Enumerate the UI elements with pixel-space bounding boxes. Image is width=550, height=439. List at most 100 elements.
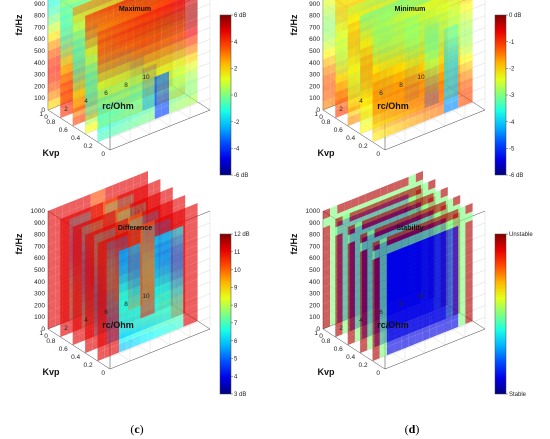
slice-cell: [85, 30, 93, 42]
slice-cell: [394, 315, 402, 328]
slice-cell: [60, 0, 68, 9]
slice-cell: [126, 102, 134, 114]
slice-cell: [161, 248, 170, 260]
slice-cell: [356, 207, 364, 219]
slice-cell: [140, 54, 148, 66]
slice-cell: [386, 82, 395, 95]
z-tick-label: 100: [309, 314, 320, 321]
slice-cell: [436, 248, 445, 260]
slice-cell: [154, 251, 162, 263]
slice-cell: [394, 105, 402, 117]
slice-cell: [415, 105, 423, 117]
slice-cell: [383, 0, 389, 3]
slice-cell: [394, 46, 402, 58]
slice-cell: [335, 56, 343, 68]
slice-cell: [176, 90, 184, 103]
slice-cell: [154, 217, 162, 229]
slice-cell: [360, 46, 368, 59]
slice-cell: [451, 276, 459, 288]
slice-cell: [176, 57, 184, 69]
slice-cell: [105, 185, 113, 197]
slice-cell: [458, 37, 466, 49]
slice-cell: [111, 242, 120, 255]
slice-cell: [367, 10, 375, 22]
slice-cell: [401, 9, 409, 21]
slice-cell: [444, 211, 452, 223]
slice-cell: [379, 68, 387, 81]
slice-cell: [85, 97, 93, 109]
slice-cell: [48, 317, 56, 329]
slice-cell: [85, 232, 93, 244]
slice-cell: [176, 82, 184, 94]
slice-cell: [394, 12, 402, 24]
slice-cell: [362, 0, 370, 11]
x-tick-label: 4: [84, 98, 88, 105]
slice-cell: [104, 262, 112, 274]
slice-cell: [379, 102, 387, 114]
slice-cell: [111, 74, 120, 86]
slice-cell: [386, 23, 395, 36]
slice-cell: [140, 324, 148, 336]
slice-cell: [135, 212, 143, 224]
slice-cell: [385, 196, 393, 208]
x-tick-label: 8: [399, 301, 403, 308]
slice-cell: [133, 65, 141, 78]
slice-cell: [408, 276, 416, 288]
slice-cell: [436, 88, 445, 100]
slice-cell: [444, 76, 452, 89]
slice-cell: [140, 248, 148, 260]
slice-cell: [97, 21, 105, 33]
slice-cell: [104, 346, 112, 359]
slice-cell: [85, 333, 93, 345]
slice-cell: [379, 346, 387, 359]
slice-cell: [394, 265, 402, 277]
slice-cell: [451, 57, 459, 69]
slice-cell: [360, 282, 368, 294]
slice-cell: [360, 316, 368, 328]
slice-cell: [388, 1, 396, 13]
slice-cell: [48, 22, 56, 35]
slice-cell: [429, 293, 437, 305]
chart-title: Minimum: [395, 6, 426, 13]
slice-cell: [401, 313, 409, 325]
slice-cell: [97, 240, 105, 252]
slice-cell: [335, 308, 343, 321]
slice-cell: [169, 236, 177, 249]
slice-cell: [62, 202, 70, 214]
y-tick-label: 0: [376, 151, 380, 158]
slice-cell: [124, 190, 132, 202]
slice-cell: [347, 13, 355, 25]
axis-edge: [384, 328, 486, 370]
colorbar-tick-label: -2: [234, 120, 240, 126]
slice-cell: [360, 257, 368, 269]
x-tick-label: 0: [319, 114, 323, 121]
colorbar-tick-label: 5: [234, 357, 238, 363]
slice-cell: [415, 239, 423, 252]
slice-cell: [183, 273, 191, 285]
slice-cell: [408, 318, 416, 330]
slice-cell: [458, 62, 466, 74]
slice-cell: [119, 315, 127, 328]
slice-cell: [360, 30, 368, 42]
slice-cell: [119, 105, 127, 117]
slice-cell: [379, 26, 387, 38]
slice-cell: [79, 2, 88, 14]
slice-cell: [190, 278, 198, 291]
slice-cell: [97, 299, 105, 311]
slice-cell: [183, 62, 191, 74]
slice-cell: [323, 317, 331, 329]
slice-cell: [161, 324, 170, 336]
slice-cell: [394, 122, 402, 134]
slice-cell: [372, 265, 380, 277]
slice-cell: [176, 65, 184, 77]
slice-cell: [88, 204, 97, 216]
slice-cell: [458, 307, 466, 319]
slice-cell: [394, 88, 402, 100]
slice-cell: [97, 341, 105, 353]
slice-cell: [111, 116, 120, 128]
slice-cell: [104, 60, 112, 72]
slice-cell: [378, 199, 386, 211]
slice-cell: [436, 222, 445, 235]
colorbar-tick-label: Unstable: [509, 232, 533, 238]
slice-cell: [465, 312, 473, 324]
